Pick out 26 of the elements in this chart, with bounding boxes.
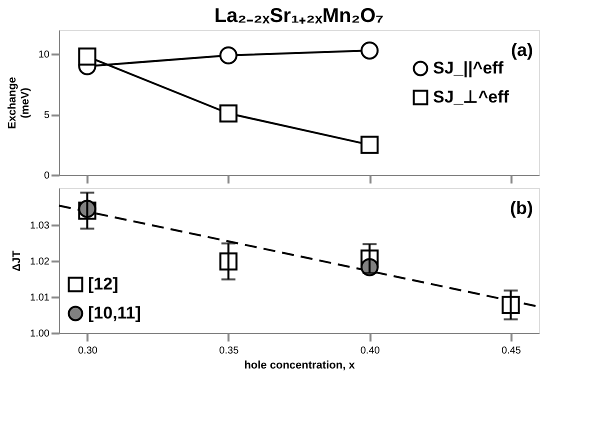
y-axis-title: Exchange (meV) [6, 77, 32, 129]
legend-label: [10,11] [88, 304, 141, 322]
y-tick-label: 1.02 [30, 256, 50, 268]
point [360, 136, 379, 154]
legend-label: SJ_⊥^eff [433, 88, 510, 106]
y-axis-title: ΔJT [11, 250, 24, 272]
y-tick-label: 10 [38, 50, 50, 61]
annotation: (b) [510, 198, 534, 218]
point [219, 46, 238, 64]
x-axis-title: hole concentration, x [244, 360, 356, 372]
point [219, 104, 238, 122]
x-tick-label: 0.35 [219, 346, 240, 356]
legend-label: SJ_||^eff [433, 58, 504, 78]
y-tick-label: 5 [44, 110, 50, 122]
point [78, 48, 96, 66]
y-tick-label: 1.01 [30, 292, 50, 304]
legend-label: [12] [88, 274, 118, 294]
x-tick-label: 0.30 [78, 346, 98, 356]
annotation: (a) [511, 40, 534, 60]
point [360, 41, 379, 60]
x-tick-label: 0.45 [502, 346, 522, 356]
y-tick-label: 1.03 [30, 220, 50, 232]
x-tick-label: 0.40 [360, 346, 380, 356]
y-tick-label: 1.00 [30, 328, 50, 340]
chart-title: La₂₋₂ₓSr₁₊₂ₓMn₂O₇ [214, 5, 384, 27]
y-tick-label: 0 [44, 170, 50, 182]
